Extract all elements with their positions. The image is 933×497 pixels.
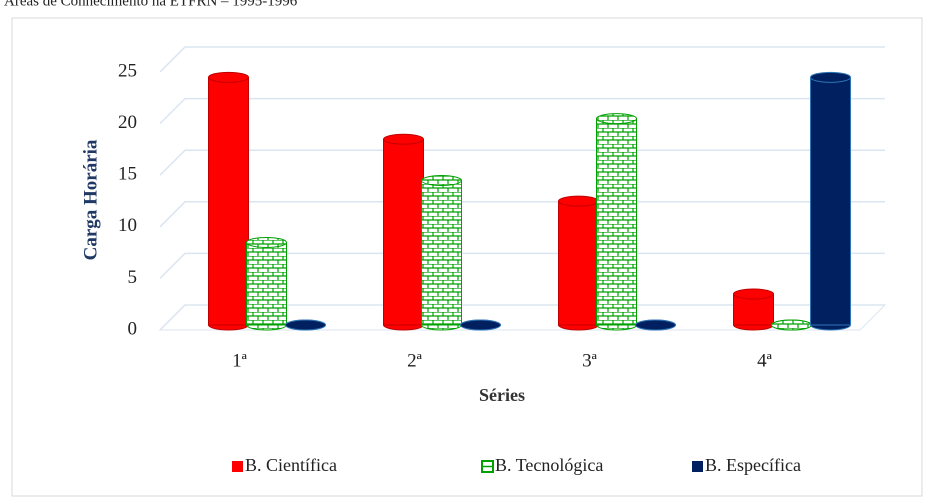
y-axis-title: Carga Horária — [80, 139, 101, 260]
bar-body — [246, 241, 287, 326]
y-tick-label: 5 — [128, 267, 138, 288]
legend-swatch — [232, 461, 243, 472]
y-tick-label: 20 — [118, 112, 137, 133]
bar-top — [246, 236, 287, 248]
bar — [635, 319, 676, 331]
grid-line — [159, 201, 885, 228]
bar — [558, 195, 599, 331]
legend-swatch — [692, 461, 703, 472]
grid-line — [159, 149, 885, 176]
grid-line — [159, 252, 885, 279]
bar — [771, 319, 812, 331]
bar — [460, 319, 501, 331]
bar — [810, 71, 851, 331]
bar-top — [635, 319, 676, 331]
bar-top — [810, 71, 851, 83]
bar — [246, 236, 287, 331]
y-tick-label: 15 — [118, 164, 137, 185]
y-tick-label: 25 — [118, 60, 137, 81]
grid-line — [159, 304, 885, 331]
bar — [421, 175, 462, 331]
bar-body — [421, 180, 462, 326]
bar-top — [596, 113, 637, 125]
bar-top — [383, 133, 424, 145]
legend-label: B. Científica — [245, 455, 337, 475]
legend: B. Científica B. Tecnológica B. Específica — [232, 455, 801, 475]
bar-top — [421, 175, 462, 187]
legend-label: B. Tecnológica — [495, 455, 603, 475]
bar-top — [733, 288, 774, 300]
bar-body — [208, 76, 249, 326]
bar — [285, 319, 326, 331]
x-tick-label: 4ª — [757, 350, 773, 371]
y-tick-label: 0 — [128, 318, 138, 339]
bar-top — [558, 195, 599, 207]
x-axis-title: Séries — [479, 385, 525, 405]
bar-top — [460, 319, 501, 331]
bar-top — [285, 319, 326, 331]
bar-top — [771, 319, 812, 331]
x-tick-label: 2ª — [407, 350, 423, 371]
grid-line — [159, 97, 885, 125]
bar-body — [596, 118, 637, 326]
bar — [208, 71, 249, 331]
bar-body — [558, 200, 599, 326]
bar-top — [208, 71, 249, 83]
legend-label: B. Específica — [705, 455, 801, 475]
chart-title: Áreas de Conhecimento na ETFRN – 1995-19… — [4, 0, 298, 9]
bar-body — [810, 76, 851, 326]
bar — [733, 288, 774, 331]
bar-body — [383, 138, 424, 326]
grid-line — [159, 46, 885, 73]
bar — [383, 133, 424, 331]
bar — [596, 113, 637, 331]
x-tick-label: 1ª — [232, 350, 248, 371]
y-tick-label: 10 — [118, 215, 137, 236]
chart-border — [11, 17, 923, 497]
x-tick-label: 3ª — [582, 350, 598, 371]
